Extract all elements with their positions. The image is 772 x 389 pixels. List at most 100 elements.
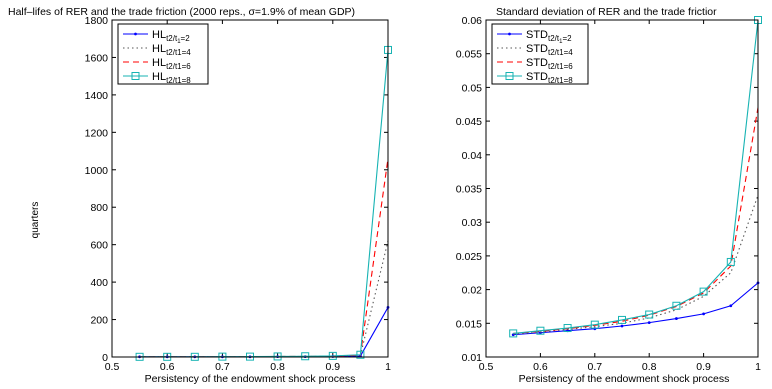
right-y-tick-label: 0.06 (462, 15, 483, 27)
left-x-tick-label: 0.7 (215, 361, 230, 373)
left-legend-marker (134, 32, 137, 36)
left-series-point-4 (273, 352, 282, 361)
right-series-line-3 (513, 107, 759, 334)
left-chart-panel: Half–lifes of RER and the trade friction… (8, 6, 392, 385)
right-series-point-1 (647, 321, 651, 325)
right-series-point-4 (536, 326, 545, 335)
right-y-tick-label: 0.03 (462, 217, 483, 229)
right-x-tick-label: 0.9 (696, 361, 711, 373)
left-series-point-4 (356, 350, 365, 359)
left-plot-frame (111, 19, 389, 358)
right-series-point-1 (675, 317, 678, 320)
right-y-tick-label: 0.01 (462, 352, 483, 364)
left-legend-label-1: HLt2/t1=2 (152, 29, 190, 45)
right-x-tick-labels: 0.5 0.6 0.7 0.8 0.9 1 (479, 20, 761, 373)
right-x-tick-label: 0.5 (479, 361, 494, 373)
right-legend-name-subscript: t2/t1=4 (548, 48, 573, 57)
left-legend-name-base: HL (152, 57, 166, 69)
right-y-tick-label: 0.025 (456, 251, 482, 263)
left-x-tick-label: 0.5 (105, 361, 120, 373)
left-y-tick-label: 400 (90, 277, 108, 289)
left-legend-name-subscript: t2/t1=8 (166, 76, 191, 85)
left-legend-label-4: HLt2/t1=8 (152, 71, 191, 85)
left-y-tick-label: 1800 (85, 15, 109, 27)
right-series-point-1 (702, 312, 705, 316)
right-legend-name-subscript: t2/t1=8 (548, 76, 573, 85)
right-legend-marker (505, 72, 514, 80)
right-legend-name-subsubscript: 1 (559, 39, 563, 45)
right-legend-name-base: STD (526, 71, 548, 83)
left-y-tick-label: 1600 (85, 52, 109, 64)
right-series-point-4 (699, 287, 708, 296)
right-legend-label-2: STDt2/t1=4 (526, 43, 573, 57)
left-y-tick-label: 1400 (85, 90, 109, 102)
right-series-line-4 (513, 19, 759, 334)
right-y-tick-label: 0.045 (456, 116, 482, 128)
right-y-tick-label: 0.04 (462, 150, 483, 162)
left-chart-title: Half–lifes of RER and the trade friction… (8, 6, 355, 18)
right-series-point-4 (672, 301, 681, 310)
right-legend-label-3: STDt2/t1=6 (526, 57, 573, 71)
right-legend-name-base: STD (526, 43, 548, 55)
right-x-tick-label: 0.8 (642, 361, 657, 373)
left-y-tick-label: 1000 (85, 165, 109, 177)
right-legend-name-tail: =2 (562, 34, 572, 43)
right-y-tick-label: 0.035 (456, 184, 482, 196)
right-legend-label-4: STDt2/t1=8 (526, 71, 573, 85)
left-y-tick-label: 0 (102, 352, 108, 364)
right-y-tick-label: 0.015 (456, 318, 482, 330)
left-legend-label-3: HLt2/t1=6 (152, 57, 191, 71)
left-legend-name-subscript: t2/t1=4 (166, 48, 191, 57)
right-legend-name-base: STD (526, 29, 548, 41)
right-legend-label-1: STDt2/t1=2 (526, 29, 572, 45)
right-series-point-1 (729, 304, 733, 308)
left-y-tick-label: 1200 (85, 127, 109, 139)
right-series-point-1 (620, 324, 624, 328)
right-series-group (509, 16, 762, 338)
right-x-axis-label: Persistency of the endowment shock proce… (519, 373, 730, 385)
left-legend-name-subscript: t2/t1=6 (166, 62, 191, 71)
left-legend-name-base: HL (152, 43, 166, 55)
right-series-point-4 (618, 315, 626, 324)
right-legend-marker (508, 32, 511, 36)
right-series-point-4 (590, 320, 599, 329)
right-chart-title: Standard deviation of RER and the trade … (496, 6, 717, 18)
right-series-point-4 (509, 329, 518, 338)
left-y-tick-label: 600 (90, 240, 108, 252)
right-series-line-1 (513, 282, 759, 336)
left-series-point-4 (328, 351, 337, 360)
right-chart-panel: Standard deviation of RER and the trade … (456, 6, 762, 385)
right-legend-name-subscript: t2/t1=6 (548, 62, 573, 71)
left-y-tick-label: 200 (90, 315, 108, 327)
right-series-point-4 (563, 324, 572, 333)
right-x-tick-label: 0.7 (587, 361, 602, 373)
right-legend-name-base: STD (526, 57, 548, 69)
right-series-point-4 (726, 257, 735, 266)
left-legend-name-subscript: t2/t (166, 34, 178, 43)
left-y-tick-labels: 0 200 400 600 800 1000 1200 1400 1600 1800 (85, 15, 388, 364)
left-legend-name-subsubscript: 1 (177, 39, 181, 45)
right-y-tick-label: 0.05 (462, 82, 483, 94)
right-x-tick-label: 0.6 (533, 361, 548, 373)
left-legend-label-2: HLt2/t1=4 (152, 43, 191, 57)
left-series-point-4 (301, 352, 310, 361)
left-legend-name-base: HL (152, 29, 166, 41)
right-y-tick-label: 0.02 (462, 285, 483, 297)
right-series-point-4 (645, 310, 654, 319)
left-x-axis-label: Persistency of the endowment shock proce… (145, 373, 356, 385)
right-legend-name-subscript: t2/t (548, 34, 560, 43)
left-legend-name-tail: =2 (181, 34, 191, 43)
left-y-axis-label: quarters (30, 202, 41, 239)
right-y-tick-label: 0.055 (456, 49, 482, 61)
left-x-tick-label: 0.9 (325, 361, 340, 373)
right-series-line-2 (513, 195, 759, 335)
left-x-tick-label: 1 (385, 361, 391, 373)
left-y-tick-label: 800 (90, 202, 108, 214)
left-x-tick-label: 0.8 (270, 361, 285, 373)
right-plot-frame (485, 19, 759, 358)
left-legend-marker (131, 72, 140, 80)
left-x-tick-label: 0.6 (160, 361, 175, 373)
